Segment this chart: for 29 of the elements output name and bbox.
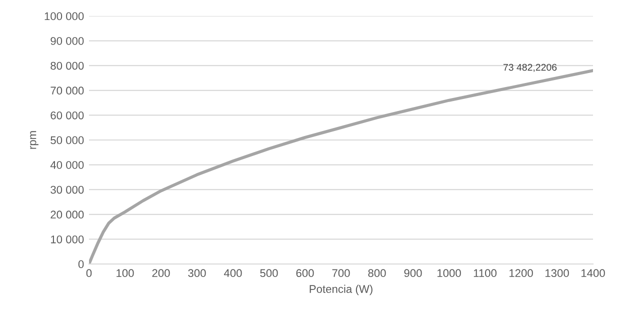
- annotation: 73 482,2206: [503, 64, 557, 72]
- x-tick-label: 1200: [509, 269, 533, 278]
- x-tick-label: 700: [332, 269, 350, 278]
- x-tick-label: 800: [368, 269, 386, 278]
- y-tick-label: 100 000: [44, 12, 84, 20]
- y-tick-label: 80 000: [50, 62, 84, 70]
- x-tick-label: 0: [86, 269, 92, 278]
- x-tick-label: 200: [152, 269, 170, 278]
- x-tick-label: 1000: [437, 269, 461, 278]
- y-tick-label: 60 000: [50, 111, 84, 120]
- y-tick-label: 90 000: [50, 37, 84, 45]
- y-tick-label: 30 000: [50, 186, 84, 194]
- x-tick-label: 500: [260, 269, 278, 278]
- x-tick-label: 1400: [581, 269, 605, 278]
- y-tick-label: 70 000: [50, 86, 84, 95]
- x-axis-title: Potencia (W): [310, 284, 372, 296]
- x-tick-label: 100: [116, 269, 134, 278]
- x-tick-label: 1300: [545, 269, 569, 278]
- y-tick-label: 40 000: [50, 161, 84, 169]
- y-tick-label: 20 000: [50, 210, 84, 219]
- x-tick-label: 900: [404, 269, 422, 278]
- x-tick-label: 300: [188, 269, 206, 278]
- y-tick-label: 0: [78, 260, 84, 268]
- y-tick-label: 50 000: [50, 136, 84, 144]
- x-tick-label: 1100: [474, 269, 497, 278]
- x-tick-label: 400: [224, 269, 242, 278]
- y-axis-title: rpm: [30, 131, 38, 149]
- y-tick-label: 10 000: [51, 235, 84, 244]
- x-tick-label: 600: [296, 269, 314, 278]
